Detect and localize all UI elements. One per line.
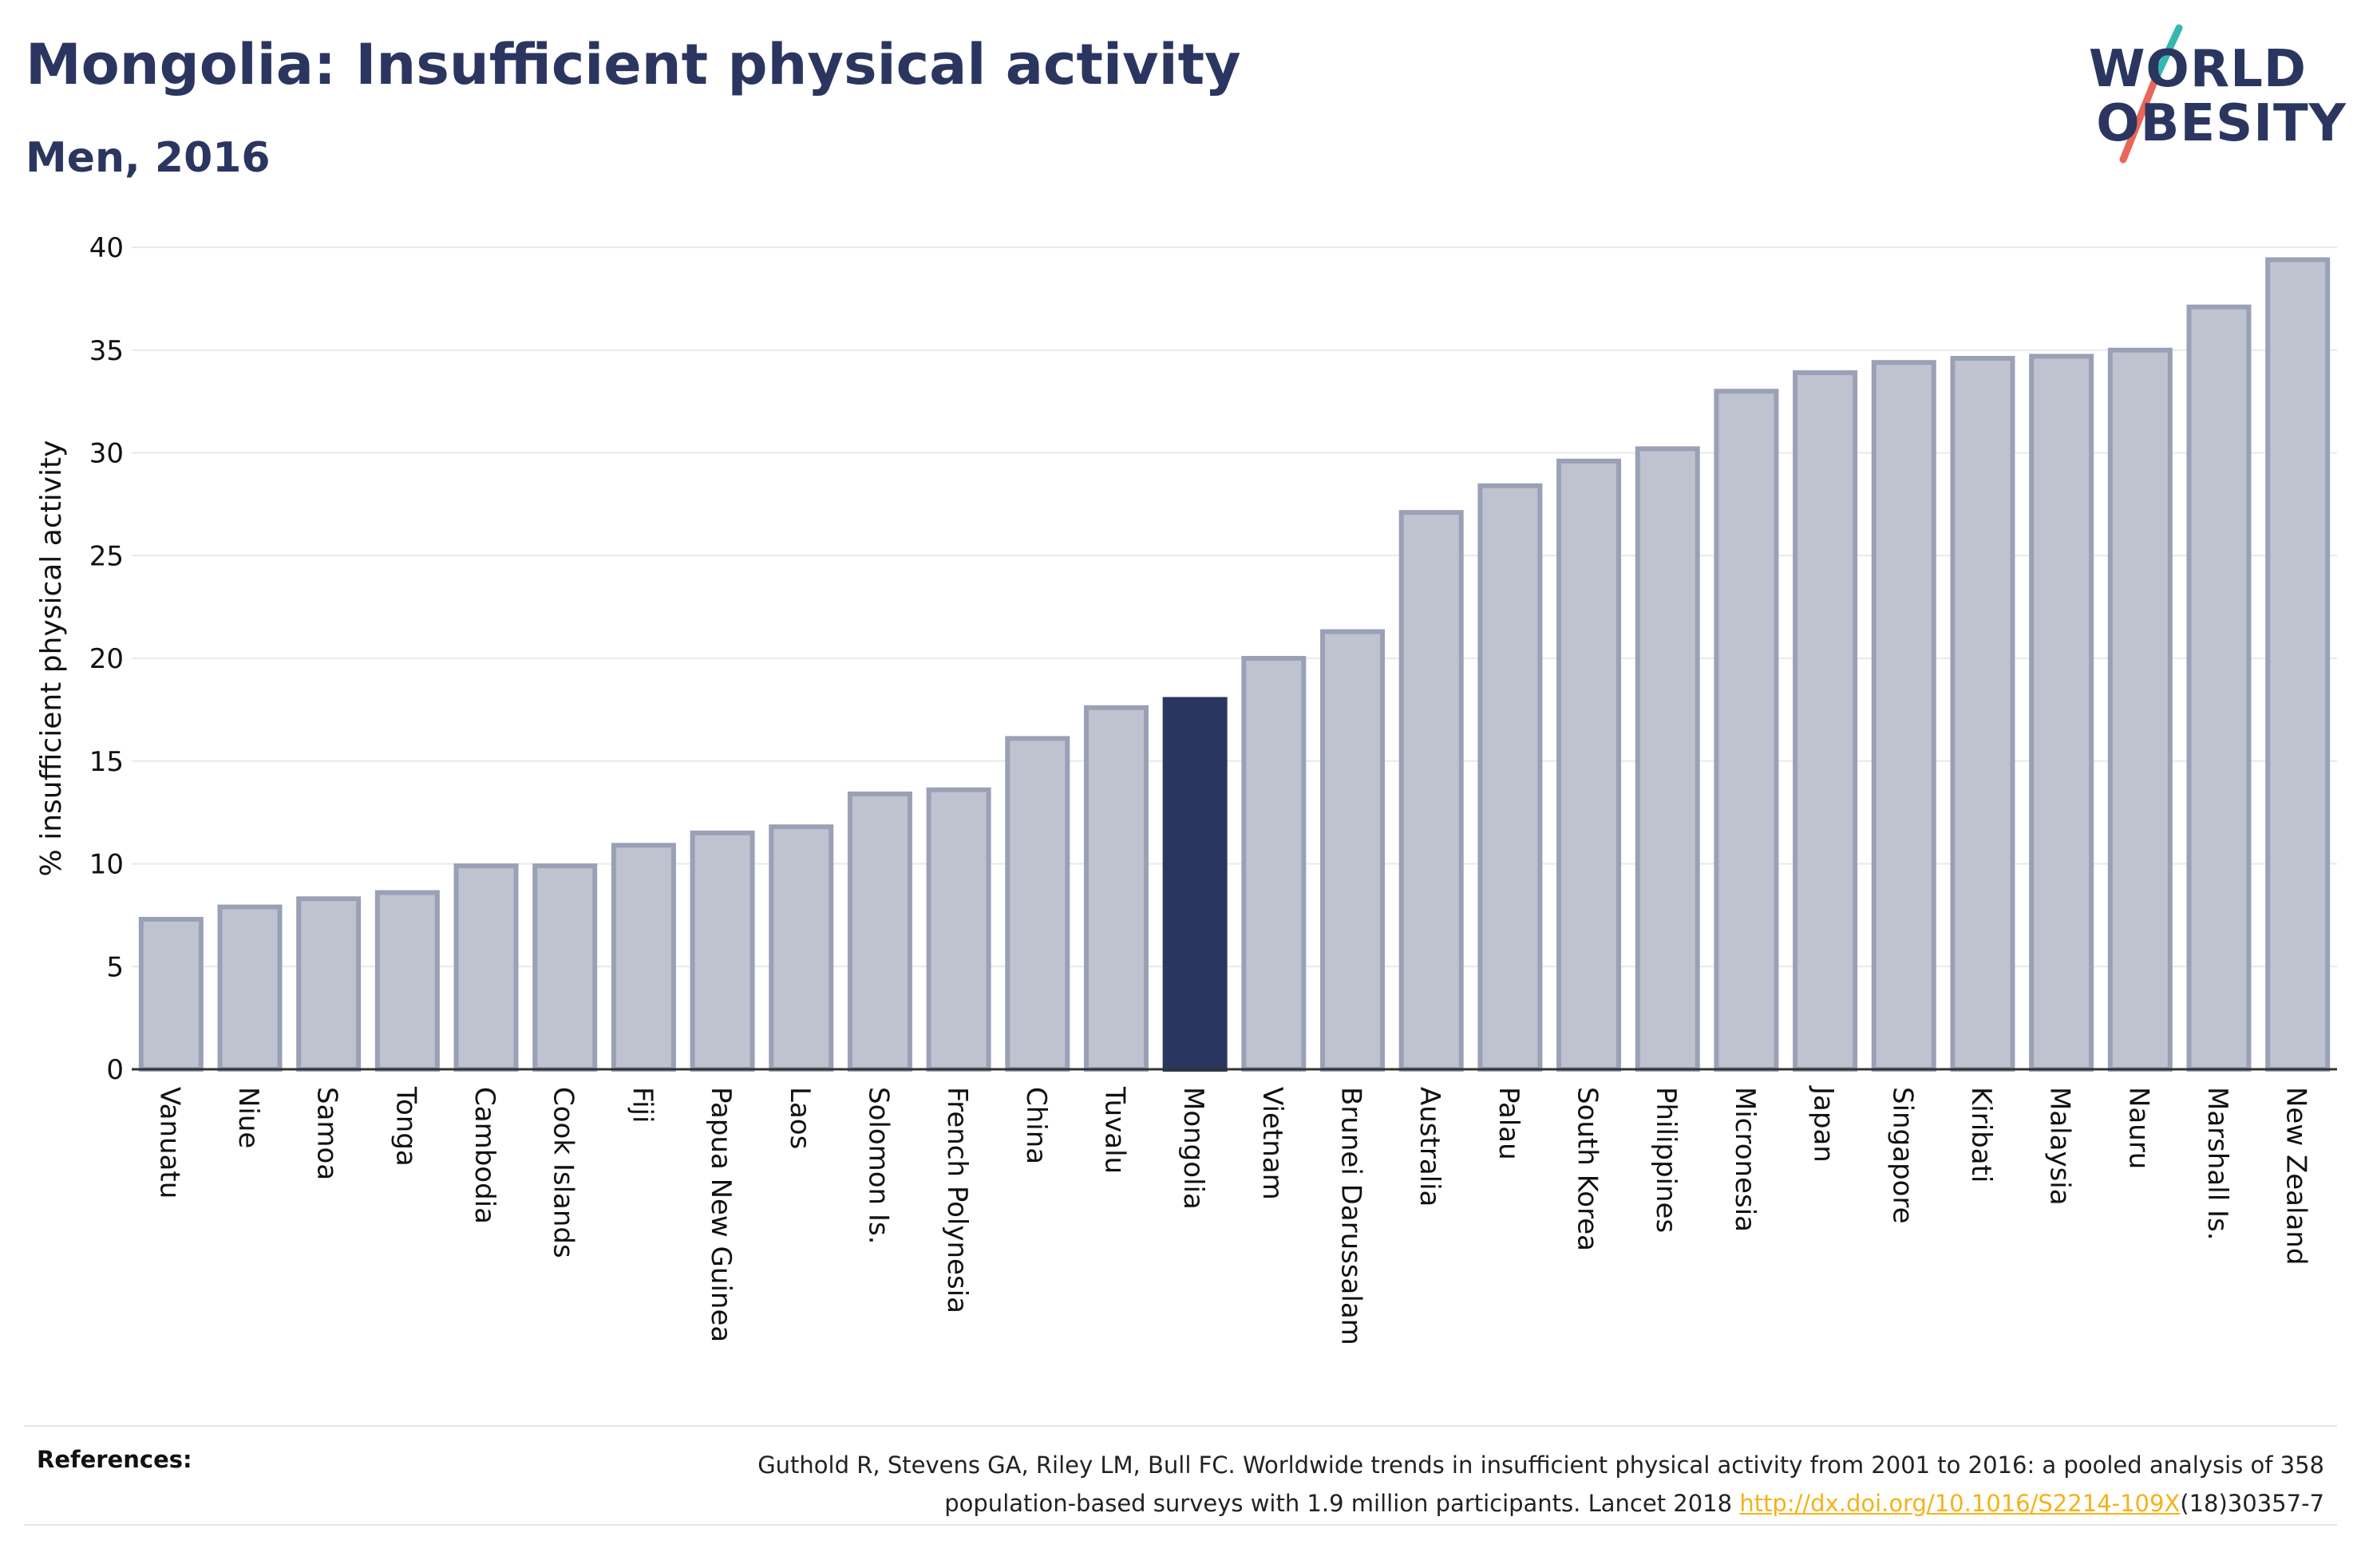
bar	[1635, 446, 1700, 1072]
bar	[769, 824, 834, 1072]
bar-highlight	[1162, 697, 1228, 1072]
y-tick-label: 40	[89, 232, 124, 264]
x-tick-label: Japan	[1808, 1085, 1840, 1163]
x-tick-label: Australia	[1414, 1087, 1445, 1207]
x-axis-ticks: Vanuatu Niue Samoa Tonga Cambodia Cook Island…	[153, 1085, 2312, 1345]
references-line-2-suffix: (18)30357-7	[2180, 1490, 2324, 1517]
bar	[847, 791, 912, 1072]
bar	[2186, 304, 2252, 1072]
bar	[453, 863, 519, 1072]
x-tick-label: Solomon Is.	[862, 1087, 894, 1244]
x-tick-label: Cook Islands	[548, 1087, 579, 1258]
x-tick-label: Vanuatu	[153, 1087, 185, 1199]
logo-slash-icon	[2119, 24, 2183, 164]
y-tick-label: 5	[106, 951, 124, 983]
references-doi-link[interactable]: http://dx.doi.org/10.1016/S2214-109X	[1739, 1490, 2181, 1517]
bar	[2029, 353, 2094, 1072]
x-tick-label: Singapore	[1886, 1087, 1918, 1224]
x-tick-label: Kiribati	[1965, 1087, 1997, 1183]
bar	[1398, 510, 1464, 1072]
bar	[1871, 360, 1936, 1072]
chart-title: Mongolia: Insufficient physical activity	[26, 32, 1241, 97]
references-label: References:	[37, 1446, 192, 1473]
bar	[1950, 356, 2015, 1072]
y-tick-label: 15	[89, 746, 124, 778]
bar	[611, 843, 676, 1072]
y-tick-label: 0	[106, 1054, 124, 1086]
y-axis-label: % insufficient physical activity	[35, 440, 68, 877]
bar	[1477, 483, 1543, 1072]
references-line-2: population-based surveys with 1.9 millio…	[488, 1484, 2324, 1523]
bar	[1320, 629, 1386, 1072]
y-tick-label: 10	[89, 849, 124, 881]
logo-word-obesity: OBESITY	[2096, 94, 2347, 153]
bar	[1005, 736, 1070, 1072]
x-tick-label: Cambodia	[469, 1087, 500, 1224]
bar	[217, 904, 283, 1072]
x-tick-label: Palau	[1493, 1087, 1525, 1160]
chart-subtitle: Men, 2016	[26, 134, 271, 182]
bar-chart: 0 5 10 15 20 25 30 35 40 Vanuatu Niue Samoa Tonga Ca…	[35, 232, 2337, 1345]
x-tick-label: New Zealand	[2280, 1087, 2312, 1265]
x-tick-label: Mongolia	[1177, 1087, 1209, 1210]
bars	[138, 257, 2331, 1072]
bar	[1083, 705, 1149, 1072]
y-tick-label: 35	[89, 335, 124, 367]
y-tick-label: 20	[89, 643, 124, 675]
x-tick-label: Philippines	[1650, 1087, 1682, 1233]
bar	[690, 830, 755, 1072]
references-text: Guthold R, Stevens GA, Riley LM, Bull FC…	[488, 1446, 2324, 1523]
x-tick-label: Tonga	[390, 1086, 421, 1167]
x-tick-label: China	[1020, 1087, 1052, 1164]
x-tick-label: Nauru	[2122, 1087, 2154, 1169]
x-tick-label: Marshall Is.	[2201, 1087, 2233, 1241]
y-axis-ticks: 0 5 10 15 20 25 30 35 40	[89, 232, 124, 1086]
x-tick-label: Vietnam	[1256, 1087, 1288, 1200]
x-tick-label: Samoa	[311, 1087, 343, 1180]
world-obesity-logo: WORLD OBESITY	[2083, 24, 2347, 168]
logo-word-world: WORLD	[2088, 40, 2307, 99]
x-tick-label: Malaysia	[2044, 1087, 2076, 1206]
bar	[1556, 458, 1622, 1072]
references-divider-bottom	[24, 1524, 2337, 1526]
bar	[1793, 370, 1858, 1072]
bar	[1241, 656, 1307, 1072]
x-tick-label: Fiji	[626, 1087, 658, 1123]
x-tick-label: Laos	[784, 1087, 816, 1149]
x-tick-label: Tuvalu	[1098, 1086, 1130, 1174]
x-tick-label: Papua New Guinea	[705, 1087, 737, 1342]
bar	[1714, 389, 1779, 1072]
bar	[138, 917, 204, 1072]
references-line-2-prefix: population-based surveys with 1.9 millio…	[944, 1490, 1740, 1517]
x-tick-label: Brunei Darussalam	[1335, 1087, 1367, 1345]
y-tick-label: 25	[89, 540, 124, 572]
bar	[2107, 347, 2173, 1072]
x-tick-label: Micronesia	[1729, 1087, 1761, 1232]
y-tick-label: 30	[89, 438, 124, 470]
references-line-1: Guthold R, Stevens GA, Riley LM, Bull FC…	[757, 1451, 2324, 1479]
x-tick-label: Niue	[232, 1087, 264, 1148]
bar	[296, 896, 362, 1072]
bar	[2265, 257, 2331, 1072]
bar	[374, 890, 440, 1072]
x-tick-label: South Korea	[1572, 1087, 1604, 1251]
references-divider-top	[24, 1425, 2337, 1427]
bar	[926, 787, 991, 1072]
x-tick-label: French Polynesia	[941, 1087, 973, 1313]
bar	[532, 863, 598, 1072]
